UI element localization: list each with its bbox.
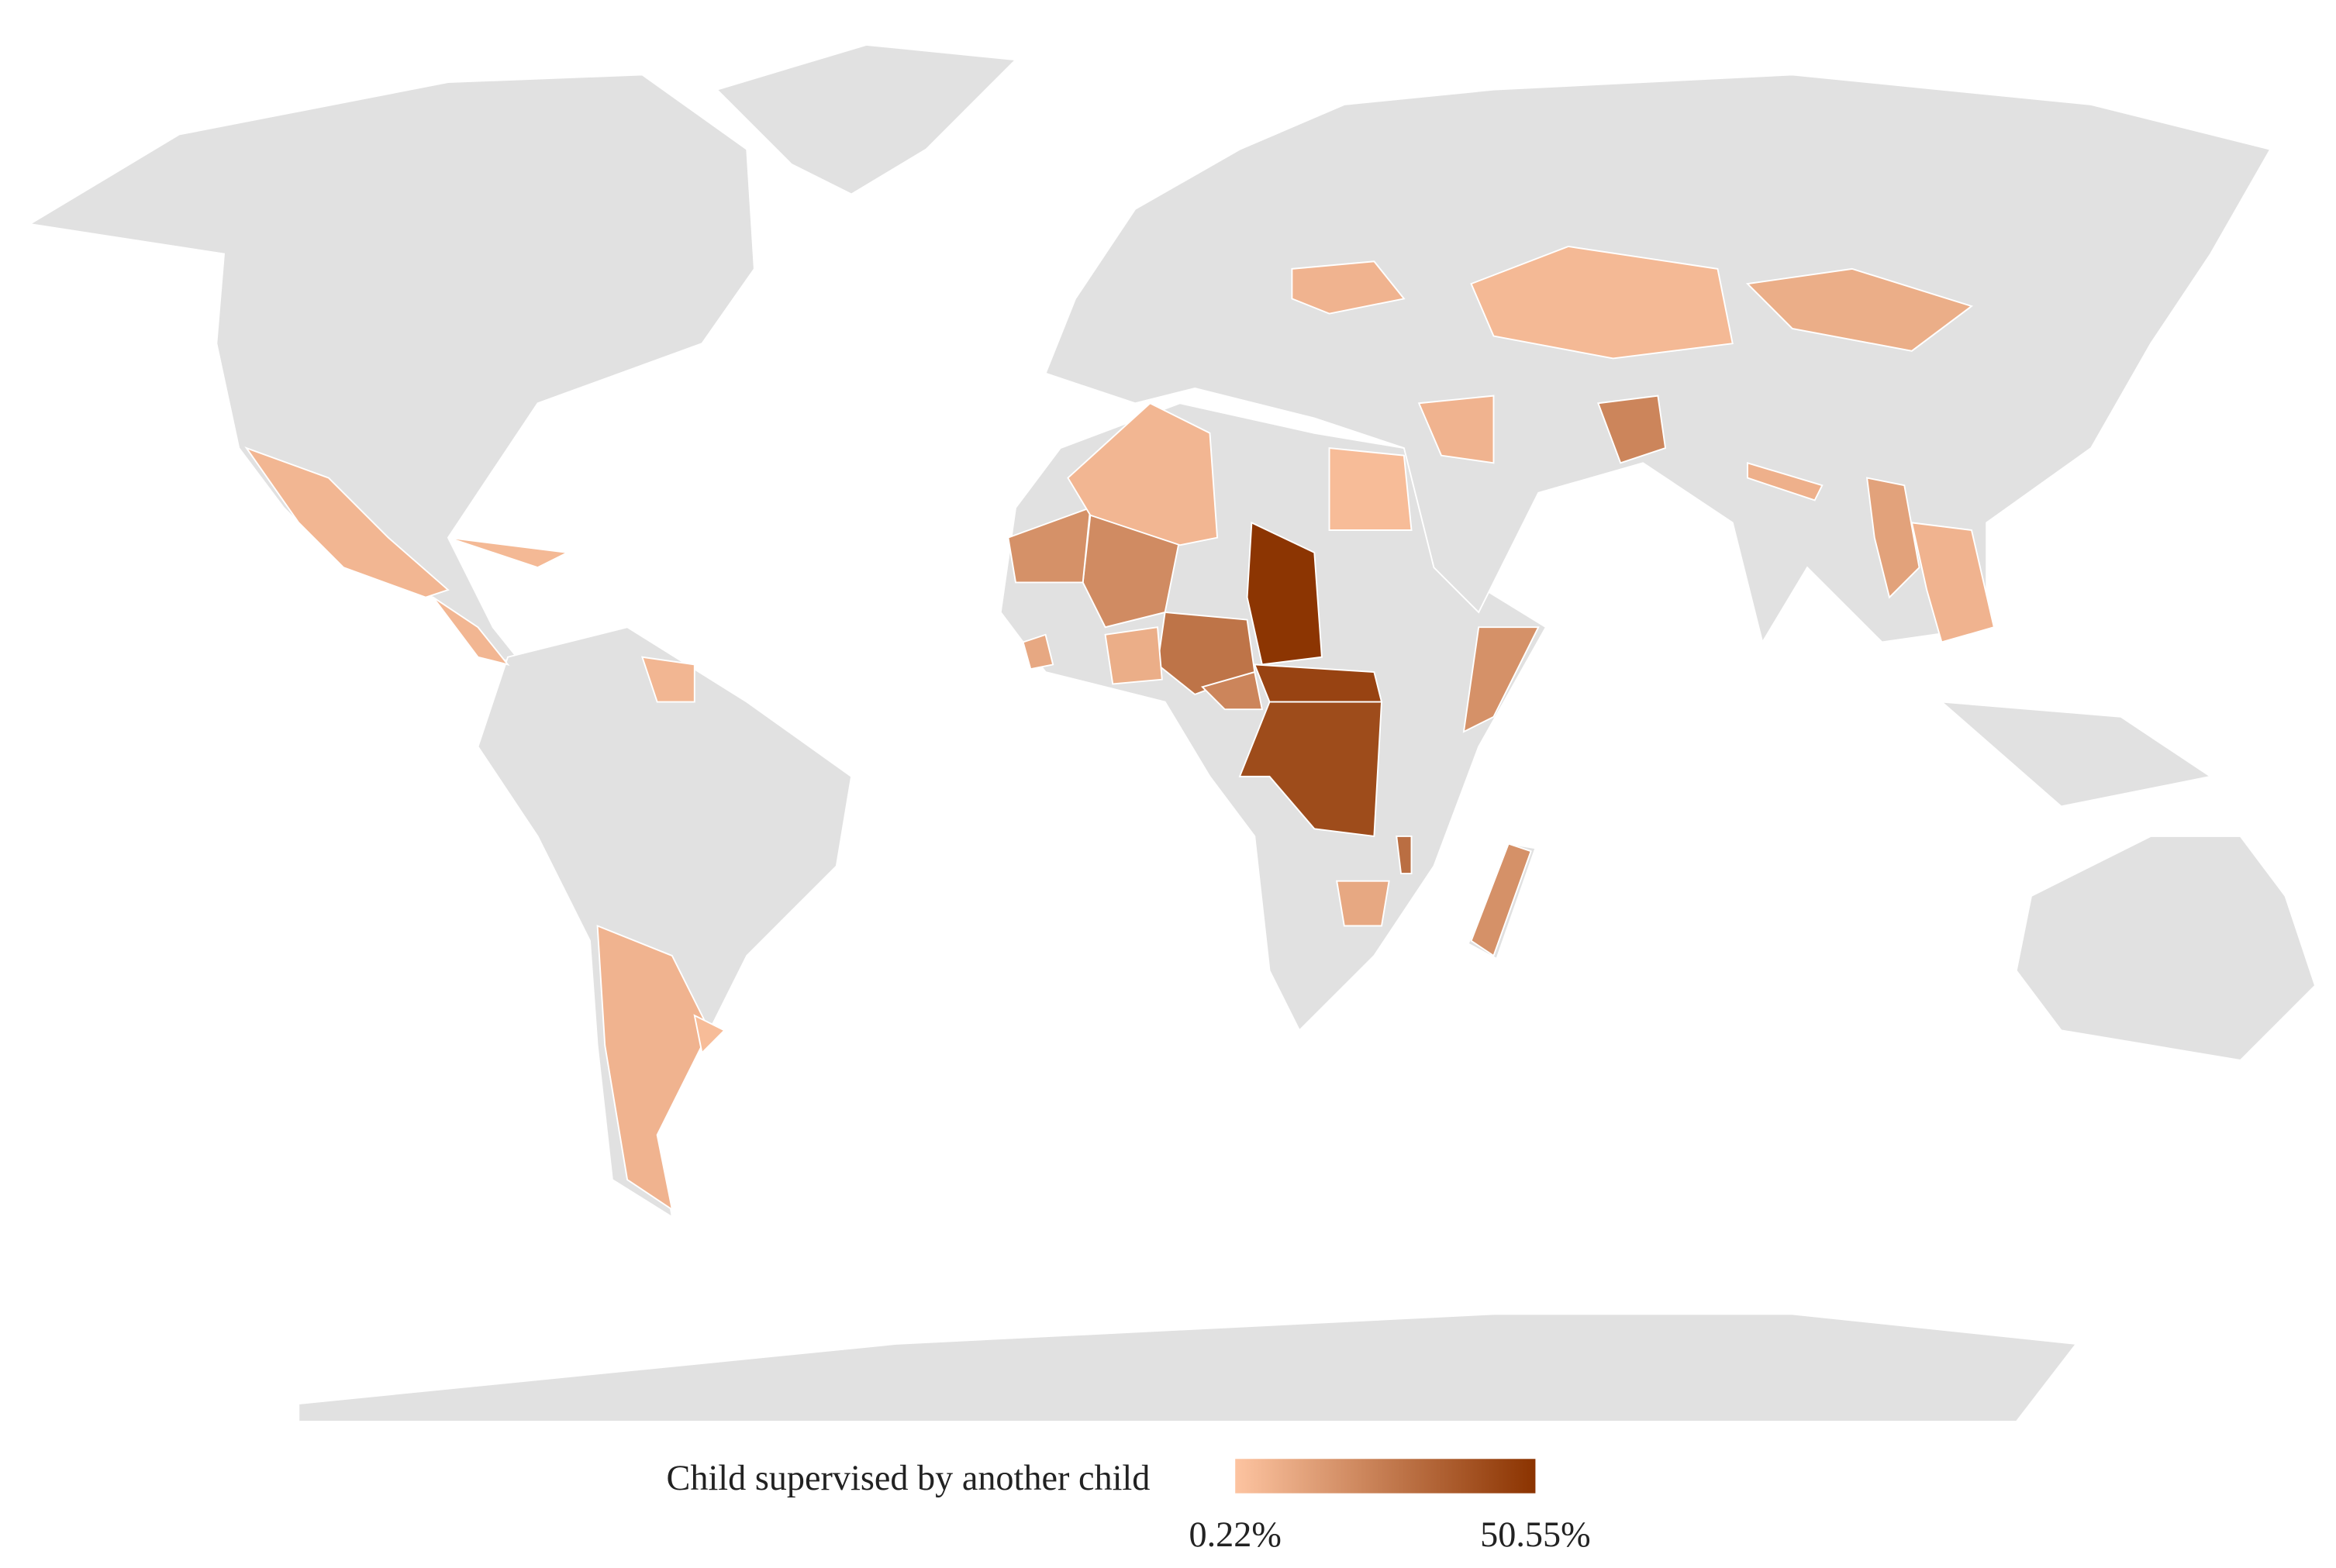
- color-scale: [1235, 1459, 1536, 1494]
- legend: Child supervised by another child: [667, 1458, 1536, 1497]
- greenland: [715, 43, 1018, 195]
- scale-tick-label: 0.22%: [1189, 1515, 1281, 1554]
- antarctica: [298, 1313, 2078, 1423]
- maritime-asia: [1939, 701, 2213, 808]
- legend-title: Child supervised by another child: [667, 1458, 1151, 1497]
- regions: [244, 245, 1995, 1211]
- region: [1246, 521, 1323, 666]
- region: [693, 1014, 726, 1055]
- region: [596, 925, 711, 1211]
- region: [1022, 633, 1054, 670]
- south-america: [477, 626, 853, 1219]
- landmasses: [27, 43, 2317, 1423]
- region: [432, 596, 510, 667]
- region: [1910, 522, 1995, 643]
- region: [1745, 267, 1974, 352]
- region: [1462, 626, 1540, 733]
- region: [447, 536, 571, 569]
- region: [1067, 402, 1219, 546]
- region: [1104, 626, 1163, 685]
- region: [244, 446, 450, 598]
- scale-tick-label: 50.55%: [1480, 1515, 1591, 1554]
- region: [1238, 701, 1383, 838]
- north-america: [27, 74, 755, 667]
- region: [1596, 395, 1667, 464]
- region: [1336, 880, 1390, 927]
- region: [1200, 670, 1264, 711]
- region: [1007, 506, 1092, 584]
- region: [1470, 843, 1532, 957]
- australia: [2015, 835, 2317, 1061]
- region: [1396, 835, 1413, 875]
- region: [1470, 245, 1734, 360]
- region: [640, 656, 695, 703]
- region: [1747, 462, 1824, 501]
- region: [1291, 260, 1406, 315]
- region: [1865, 477, 1920, 599]
- region: [1328, 446, 1413, 531]
- region: [1417, 395, 1495, 464]
